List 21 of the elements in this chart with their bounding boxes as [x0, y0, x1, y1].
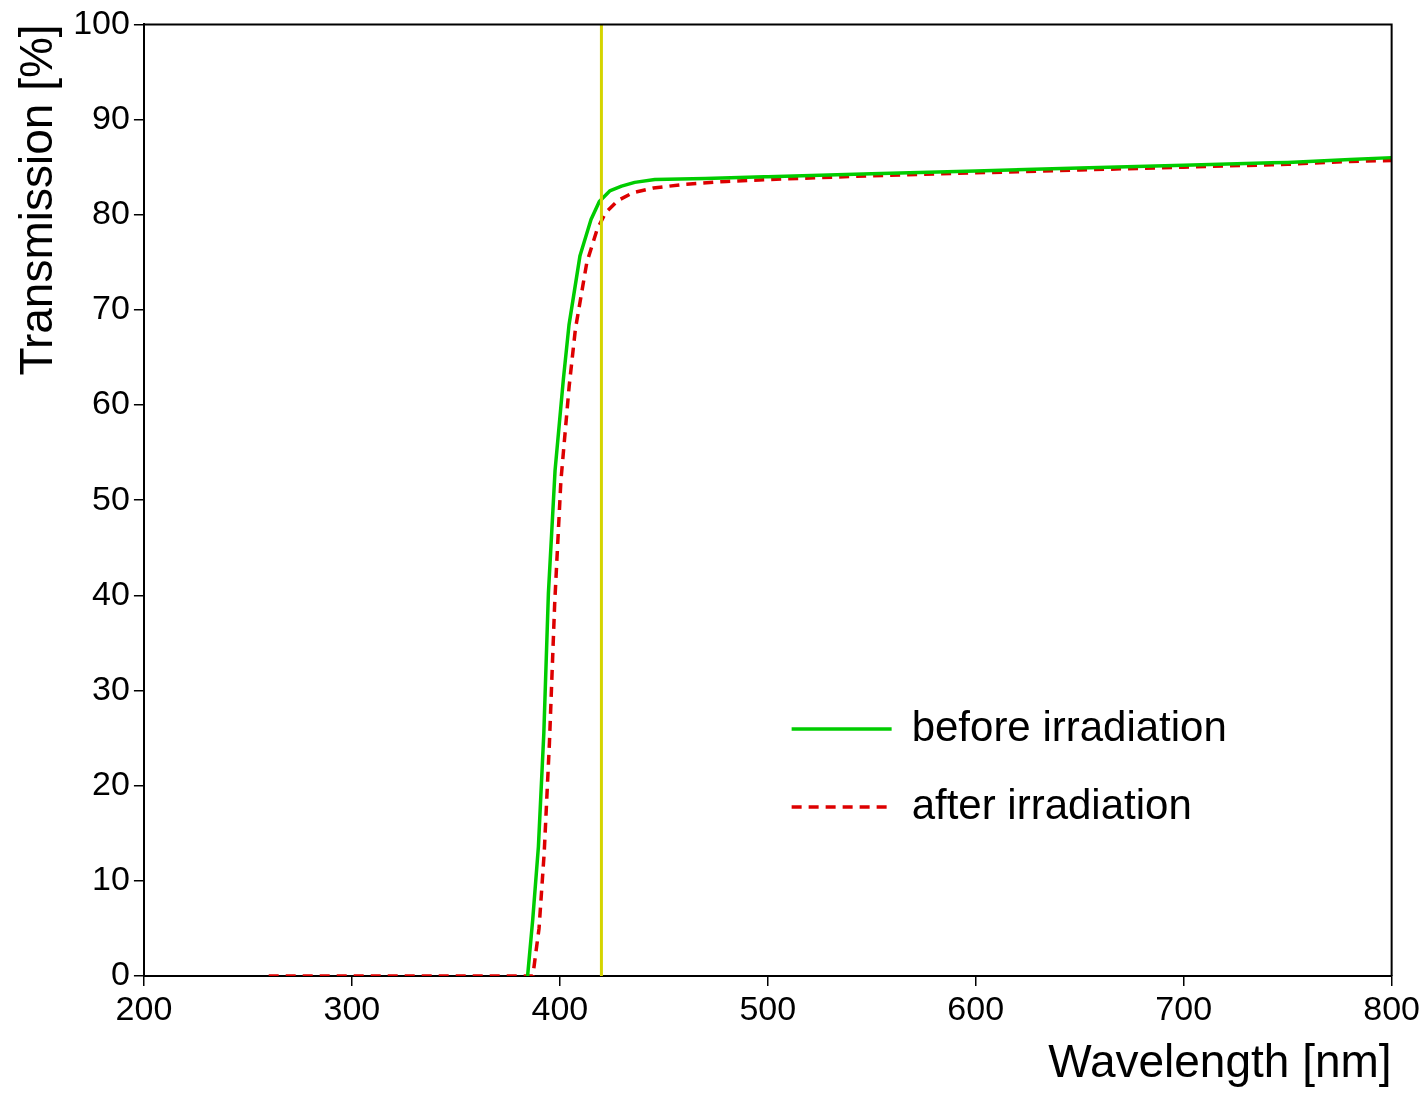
x-tick-label: 400 — [531, 988, 589, 1027]
x-tick-label: 600 — [947, 988, 1005, 1027]
line-series — [266, 158, 1392, 976]
x-tick-label: 800 — [1363, 988, 1420, 1027]
x-tick-label: 300 — [323, 988, 381, 1027]
x-axis-title: Wavelength [nm] — [1048, 1035, 1392, 1088]
legend-label: before irradiation — [911, 702, 1227, 750]
x-tick-label: 700 — [1155, 988, 1213, 1027]
y-tick-label: 10 — [92, 859, 130, 898]
y-axis-title: Transmission [%] — [10, 24, 63, 376]
legend-label: after irradiation — [911, 780, 1192, 828]
y-tick-label: 20 — [92, 764, 130, 803]
x-tick-label: 500 — [739, 988, 797, 1027]
y-tick-label: 30 — [92, 668, 130, 707]
y-tick-label: 50 — [92, 478, 130, 517]
y-tick-label: 100 — [73, 2, 130, 41]
y-tick-label: 80 — [92, 193, 130, 232]
y-tick-label: 60 — [92, 383, 130, 422]
y-tick-label: 70 — [92, 288, 130, 327]
y-tick-label: 40 — [92, 573, 130, 612]
y-tick-label: 90 — [92, 97, 130, 136]
